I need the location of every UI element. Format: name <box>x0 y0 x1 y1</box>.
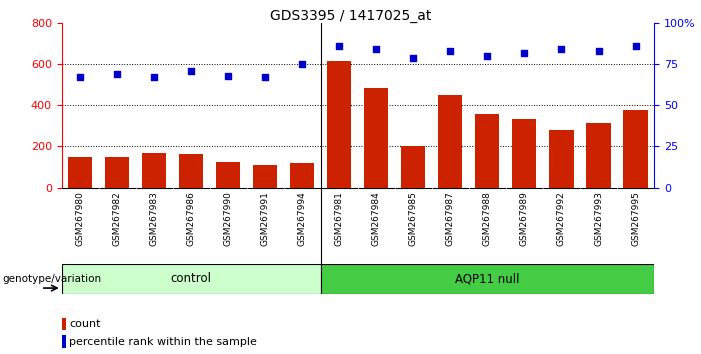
Text: percentile rank within the sample: percentile rank within the sample <box>69 337 257 347</box>
Point <box>593 48 604 54</box>
Text: GDS3395 / 1417025_at: GDS3395 / 1417025_at <box>270 9 431 23</box>
Text: GSM267986: GSM267986 <box>186 192 196 246</box>
Text: GSM267995: GSM267995 <box>631 192 640 246</box>
Text: GSM267984: GSM267984 <box>372 192 381 246</box>
Text: GSM267985: GSM267985 <box>409 192 418 246</box>
Point <box>297 61 308 67</box>
Text: GSM267994: GSM267994 <box>298 192 307 246</box>
Text: GSM267981: GSM267981 <box>335 192 344 246</box>
Point <box>371 46 382 52</box>
Text: GSM267982: GSM267982 <box>113 192 122 246</box>
Point <box>408 55 419 61</box>
Bar <box>142 153 166 188</box>
Text: GSM267980: GSM267980 <box>76 192 85 246</box>
Text: GSM267992: GSM267992 <box>557 192 566 246</box>
Point <box>223 73 234 79</box>
Text: AQP11 null: AQP11 null <box>455 272 519 285</box>
Text: GSM267987: GSM267987 <box>446 192 455 246</box>
Point <box>259 74 271 80</box>
Point <box>556 46 567 52</box>
Point <box>149 74 160 80</box>
Bar <box>62 318 66 330</box>
Bar <box>62 335 66 348</box>
Text: genotype/variation: genotype/variation <box>2 274 101 284</box>
Bar <box>327 61 351 188</box>
Point <box>445 48 456 54</box>
Point <box>630 43 641 49</box>
Point <box>111 71 123 77</box>
Point <box>334 43 345 49</box>
Bar <box>216 162 240 188</box>
Text: GSM267990: GSM267990 <box>224 192 233 246</box>
Bar <box>68 157 93 188</box>
Bar <box>105 157 129 188</box>
Bar <box>321 264 654 294</box>
Bar <box>290 163 314 188</box>
Text: GSM267988: GSM267988 <box>483 192 492 246</box>
Text: count: count <box>69 319 101 329</box>
Bar <box>365 88 388 188</box>
Point <box>482 53 493 59</box>
Bar <box>587 123 611 188</box>
Text: control: control <box>171 272 212 285</box>
Bar <box>623 110 648 188</box>
Bar <box>402 147 426 188</box>
Text: GSM267991: GSM267991 <box>261 192 270 246</box>
Bar <box>62 264 321 294</box>
Bar <box>179 154 203 188</box>
Bar <box>512 119 536 188</box>
Bar <box>438 95 463 188</box>
Point <box>519 50 530 56</box>
Bar <box>550 130 573 188</box>
Bar <box>475 114 500 188</box>
Text: GSM267983: GSM267983 <box>150 192 158 246</box>
Text: GSM267989: GSM267989 <box>520 192 529 246</box>
Text: GSM267993: GSM267993 <box>594 192 603 246</box>
Bar <box>253 165 278 188</box>
Point <box>74 74 86 80</box>
Point <box>186 68 197 74</box>
